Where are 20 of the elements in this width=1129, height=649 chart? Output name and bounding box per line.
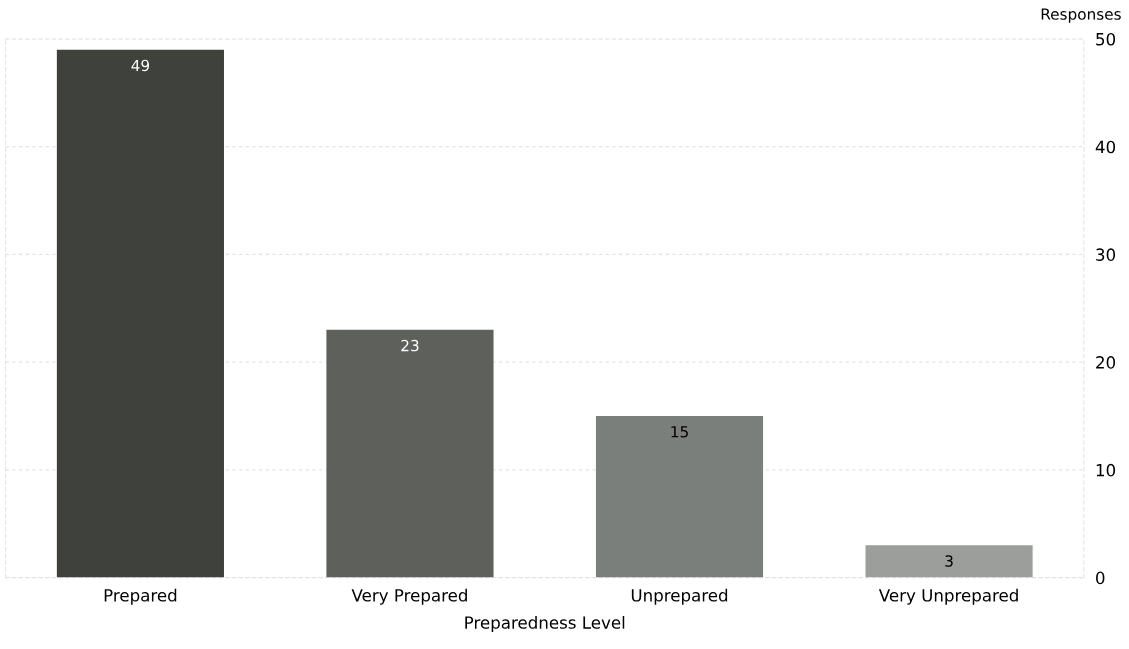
x-tick-label: Unprepared <box>631 588 728 605</box>
data-label: 23 <box>401 339 419 352</box>
y-tick-label: 50 <box>1096 32 1116 46</box>
data-label: 49 <box>131 59 150 72</box>
y-tick-label: 20 <box>1096 356 1116 369</box>
bar <box>326 329 494 578</box>
bar <box>865 545 1033 578</box>
bar <box>56 49 224 578</box>
y-tick-label: 30 <box>1096 248 1116 261</box>
x-tick-label: Very Unprepared <box>878 588 1018 605</box>
y-tick-label: 40 <box>1095 140 1116 154</box>
x-tick-label: Very Prepared <box>351 588 467 605</box>
x-axis-title: Preparedness Level <box>465 615 625 633</box>
data-label: 15 <box>671 426 688 438</box>
bar <box>595 416 764 578</box>
data-label: 3 <box>945 555 953 567</box>
y-tick-label: 0 <box>1096 571 1105 585</box>
y-axis-title: Responses <box>1041 8 1121 23</box>
y-tick-label: 10 <box>1096 463 1116 477</box>
x-tick-label: Prepared <box>104 588 177 605</box>
